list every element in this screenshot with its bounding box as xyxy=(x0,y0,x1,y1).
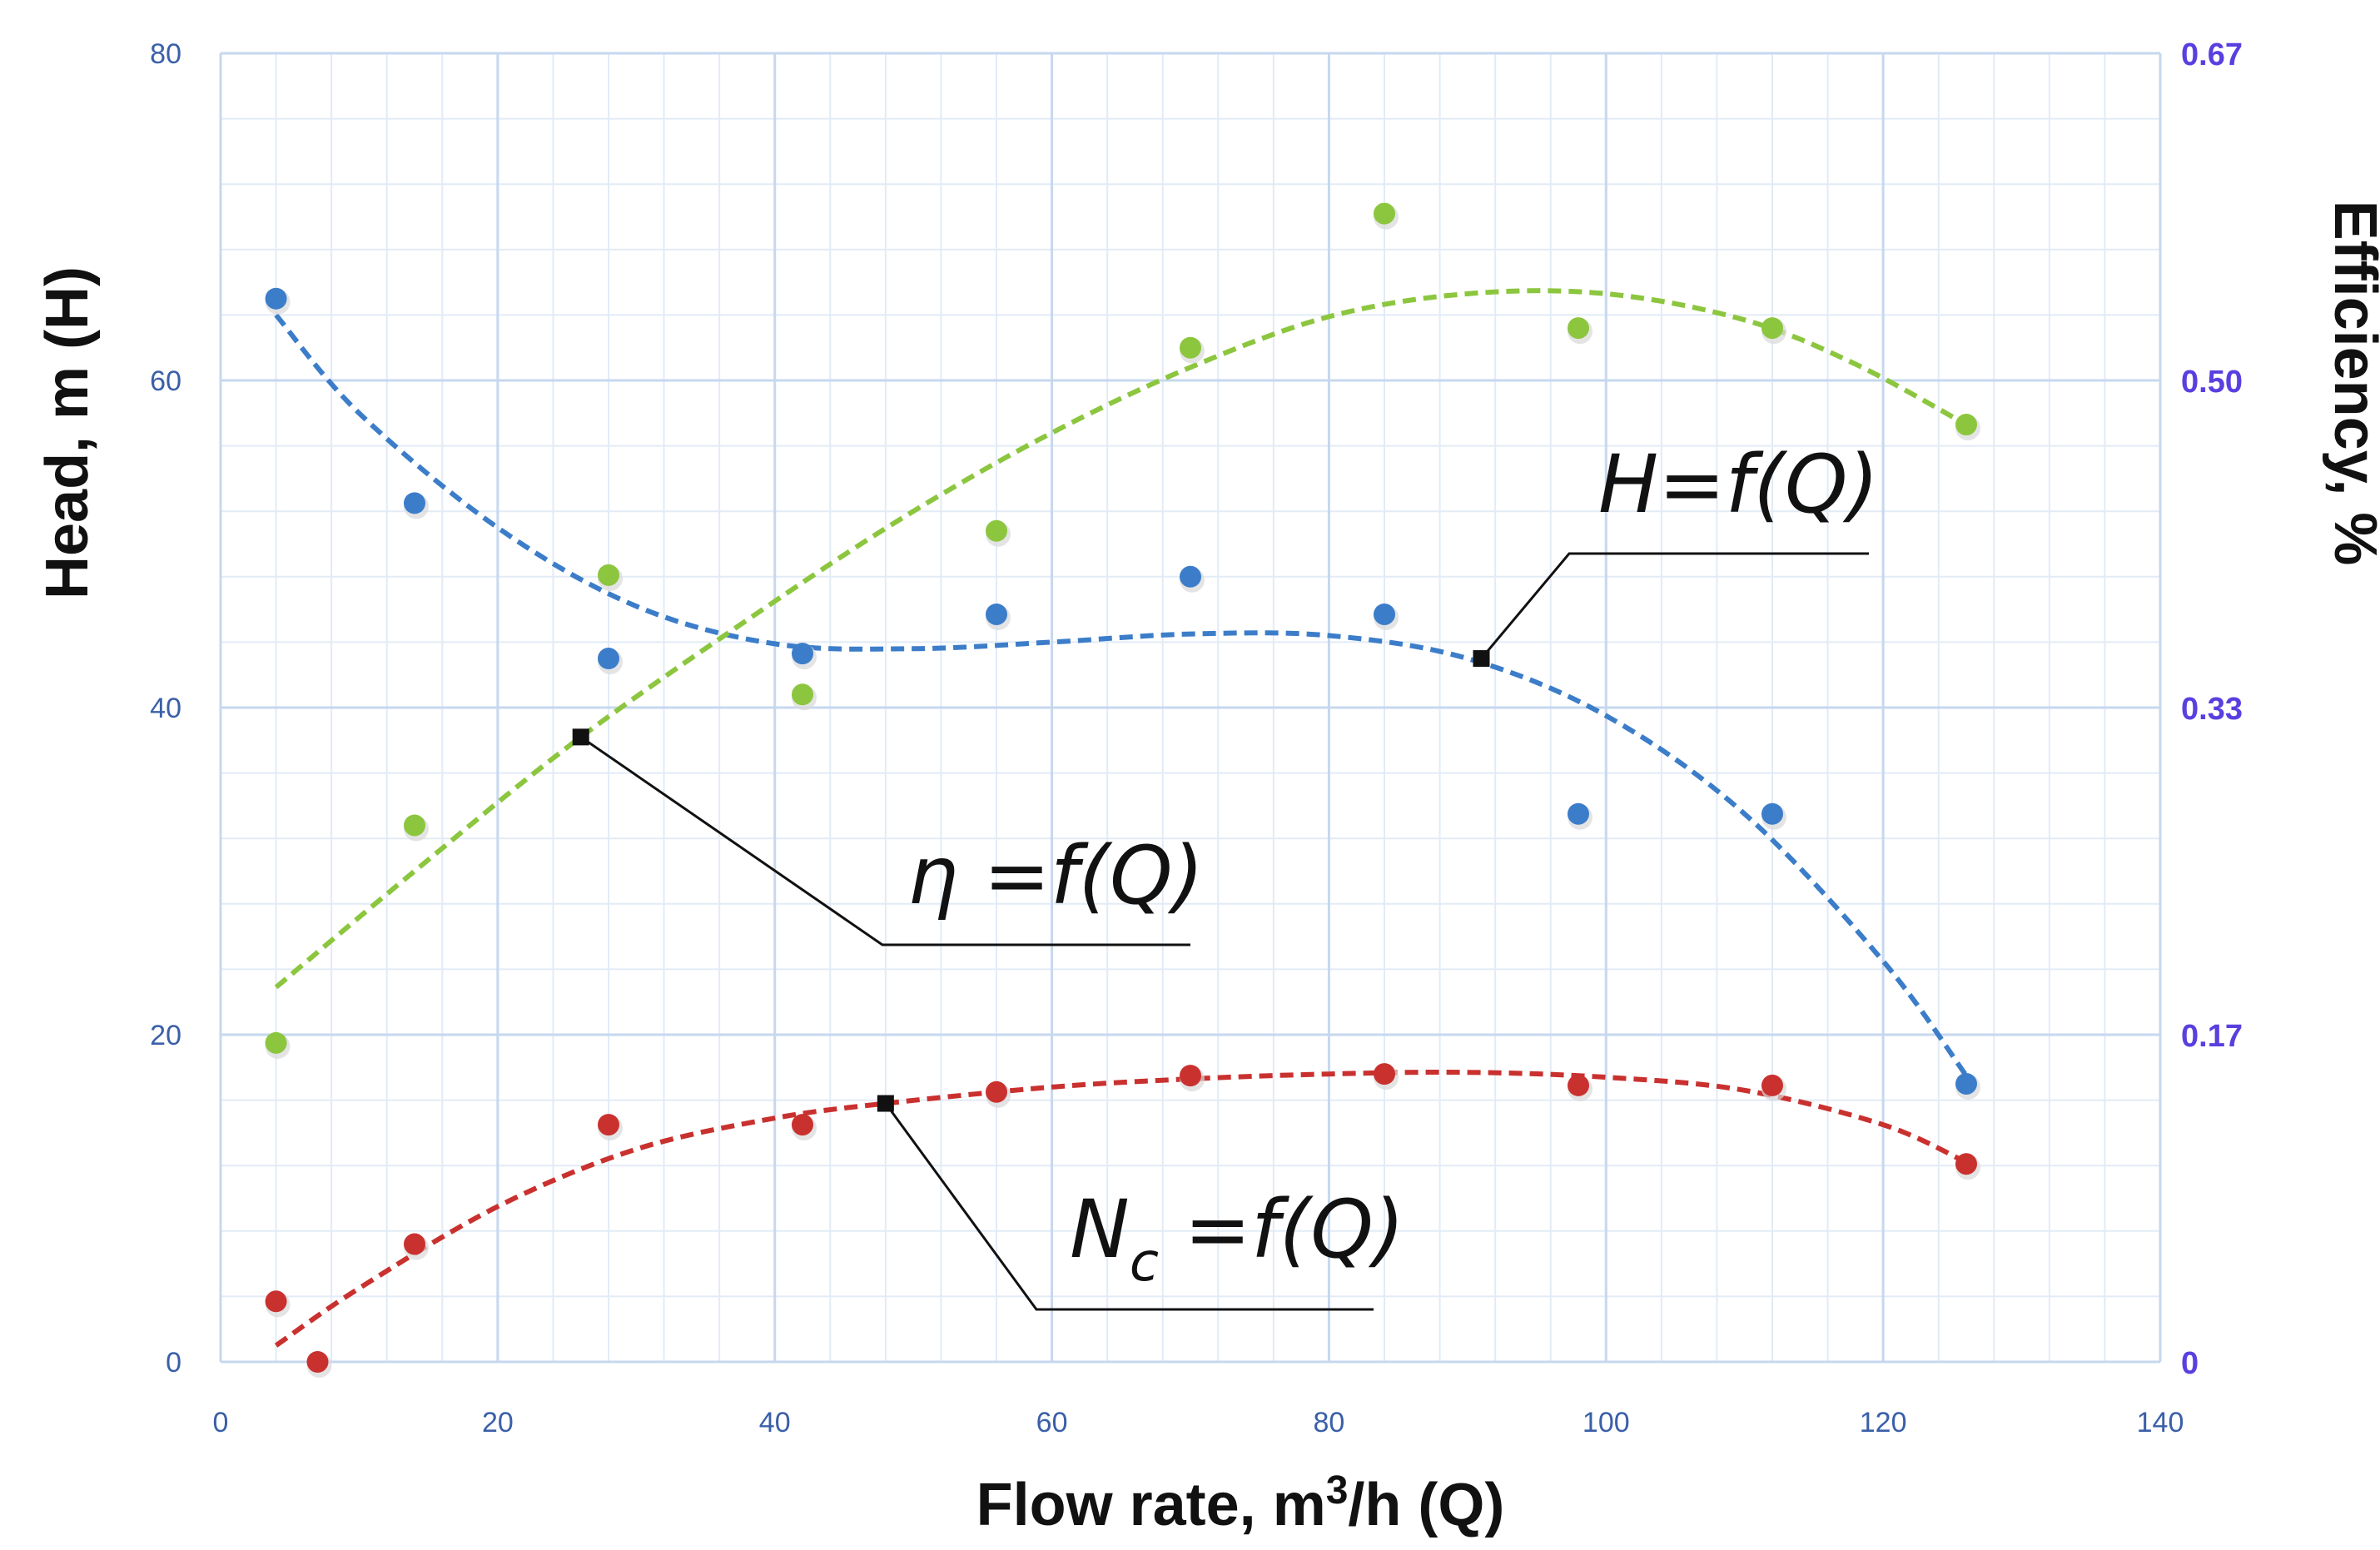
efficiency-point xyxy=(792,683,813,706)
efficiency-point xyxy=(1761,317,1783,340)
power-point xyxy=(1374,1063,1395,1085)
y-axis-title: Head, m (H) xyxy=(34,266,101,599)
head-point xyxy=(1568,802,1589,825)
power-point xyxy=(598,1114,619,1136)
x-tick-label: 100 xyxy=(1583,1407,1630,1438)
annotation-leader-line xyxy=(884,1102,1374,1311)
power-point xyxy=(792,1114,813,1136)
head-point xyxy=(986,603,1007,625)
right-axis-ticks: 0 0.17 0.33 0.50 0.67 xyxy=(2181,37,2243,1381)
y-tick-label: 40 xyxy=(150,693,181,724)
head-point xyxy=(1955,1072,1977,1095)
x-tick-label: 140 xyxy=(2137,1407,2184,1438)
power-point xyxy=(1568,1074,1589,1096)
efficiency-point xyxy=(1374,202,1395,225)
data-points xyxy=(265,202,1980,1378)
head-trend-line xyxy=(274,313,1969,1077)
power-point xyxy=(1955,1153,1977,1175)
x-tick-label: 80 xyxy=(1314,1407,1345,1438)
y2-tick-label: 0.33 xyxy=(2181,692,2243,727)
y2-tick-label: 0.50 xyxy=(2181,365,2243,400)
head-point xyxy=(1761,802,1783,825)
x-axis-title: Flow rate, m3/h (Q) xyxy=(976,1468,1505,1538)
x-tick-label: 40 xyxy=(759,1407,791,1438)
head-point xyxy=(792,643,813,665)
power-point xyxy=(404,1233,425,1255)
power-point xyxy=(986,1081,1007,1103)
x-tick-label: 0 xyxy=(213,1407,229,1438)
efficiency-point xyxy=(1568,317,1589,340)
x-axis-title-rest: /h (Q) xyxy=(1348,1472,1504,1538)
power-point xyxy=(306,1351,329,1373)
y2-tick-label: 0 xyxy=(2181,1346,2199,1381)
power-point xyxy=(265,1290,287,1313)
major-grid xyxy=(219,52,2162,1364)
x-axis-title-sup: 3 xyxy=(1326,1468,1349,1513)
head-point xyxy=(1180,565,1201,588)
left-axis-ticks: 0 20 40 60 80 xyxy=(150,38,181,1379)
annotation-anchor-marker xyxy=(572,728,589,746)
annotation-label-subscript: c xyxy=(1130,1232,1159,1294)
y-tick-label: 80 xyxy=(150,38,181,70)
annotation-label: η =f(Q) xyxy=(907,829,1204,922)
y2-tick-label: 0.67 xyxy=(2181,37,2243,72)
efficiency-point xyxy=(265,1031,287,1054)
x-tick-label: 60 xyxy=(1036,1407,1068,1438)
efficiency-point xyxy=(404,814,425,837)
efficiency-trend-line xyxy=(274,288,1968,990)
curve-annotations: H=f(Q) η =f(Q) Nc =f(Q) xyxy=(572,438,1879,1311)
annotation-label-main: N xyxy=(1070,1183,1130,1276)
annotation-leader-line xyxy=(579,736,1190,946)
annotation-anchor-marker xyxy=(877,1095,894,1112)
trend-lines xyxy=(274,288,1969,1348)
power-trend-line xyxy=(274,1070,1968,1348)
efficiency-point xyxy=(986,519,1007,542)
annotation-label: Nc =f(Q) xyxy=(1070,1183,1404,1294)
annotation-anchor-marker xyxy=(1473,650,1490,668)
power-point xyxy=(1180,1065,1201,1087)
y-tick-label: 0 xyxy=(166,1347,181,1379)
y2-axis-title: Efficiency, % xyxy=(2322,201,2380,566)
head-point xyxy=(404,492,425,514)
y-tick-label: 60 xyxy=(150,365,181,397)
head-point xyxy=(265,287,287,310)
power-point xyxy=(1761,1074,1783,1096)
head-point xyxy=(598,648,619,670)
head-point xyxy=(1374,603,1395,625)
annotation-leader-line xyxy=(1480,552,1869,660)
x-axis-ticks: 0 20 40 60 80 100 120 140 xyxy=(213,1407,2184,1438)
annotation-label: H=f(Q) xyxy=(1598,438,1879,531)
x-tick-label: 120 xyxy=(1860,1407,1907,1438)
y2-tick-label: 0.17 xyxy=(2181,1019,2243,1054)
y-tick-label: 20 xyxy=(150,1020,181,1051)
annotation-label-tail: =f(Q) xyxy=(1159,1183,1404,1276)
efficiency-point xyxy=(1955,414,1977,436)
efficiency-point xyxy=(598,564,619,586)
x-tick-label: 20 xyxy=(482,1407,514,1438)
x-axis-title-base: Flow rate, m xyxy=(976,1472,1326,1538)
efficiency-point xyxy=(1180,336,1201,359)
